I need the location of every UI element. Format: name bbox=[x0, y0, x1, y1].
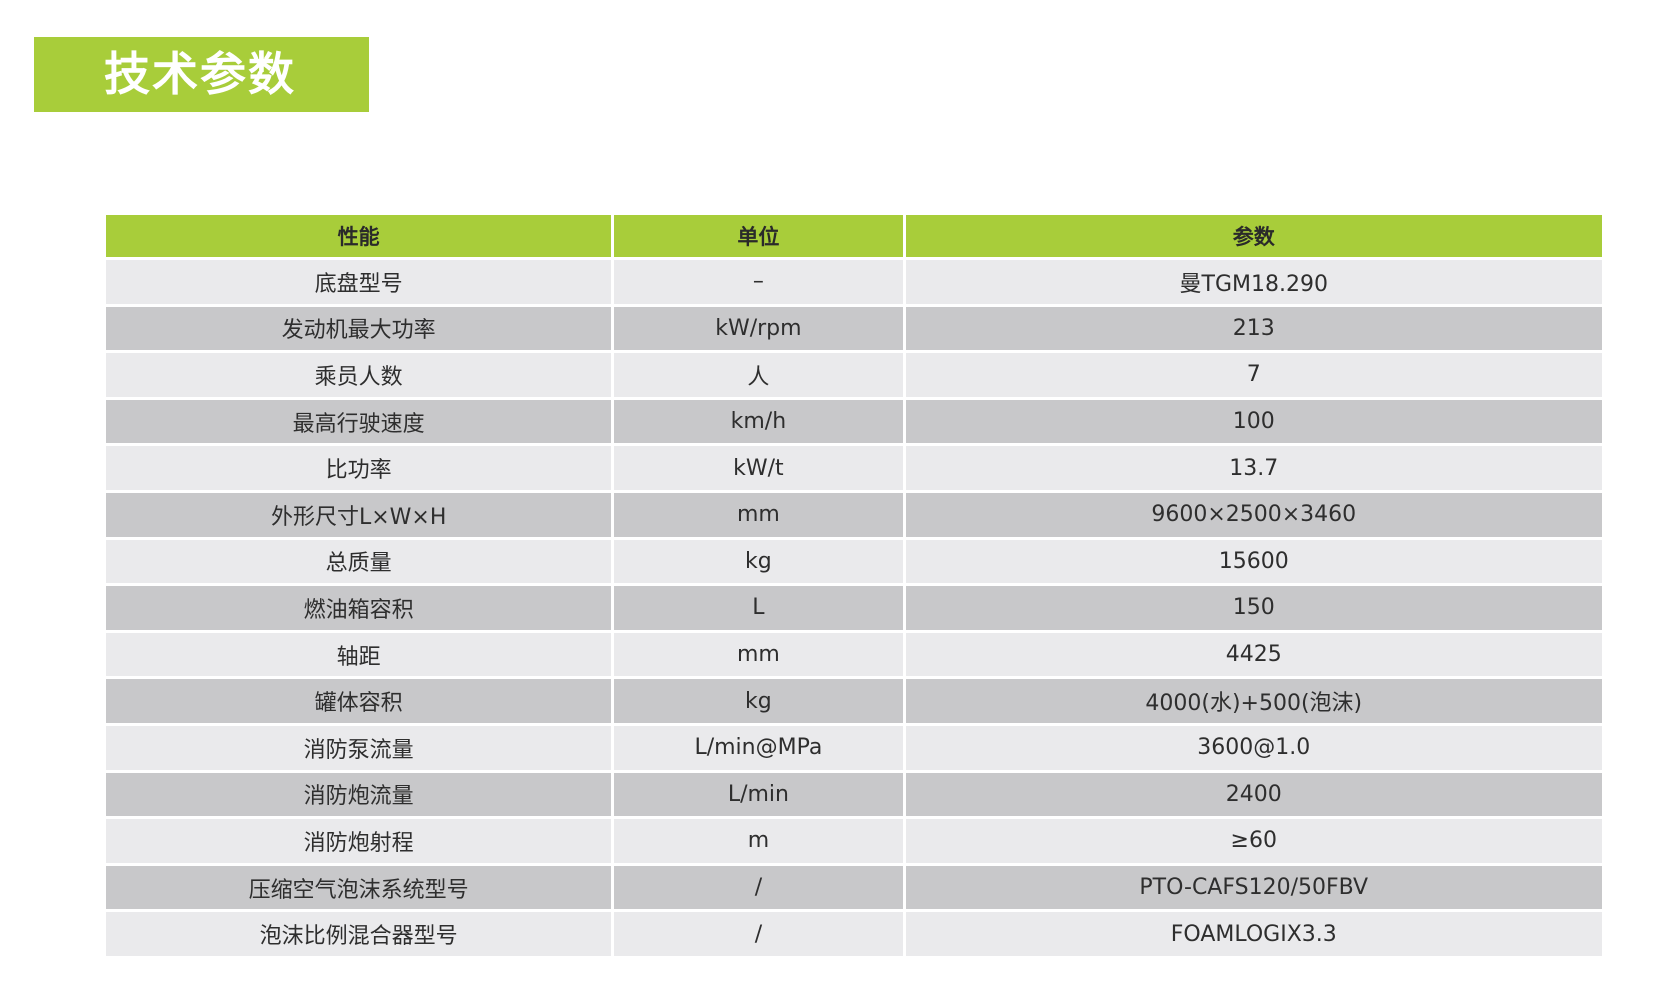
performance-cell: 消防炮流量 bbox=[106, 772, 612, 817]
parameter-cell: 7 bbox=[905, 353, 1602, 397]
section-title: 技术参数 bbox=[104, 47, 296, 101]
table-row: 比功率 kW/t 13.7 bbox=[106, 446, 1602, 490]
parameter-cell: 150 bbox=[905, 586, 1602, 630]
parameter-cell: 4000(水)+500(泡沫) bbox=[905, 679, 1602, 723]
unit-cell: 人 bbox=[614, 353, 903, 397]
table-row: 消防炮流量 L/min 2400 bbox=[106, 772, 1602, 817]
unit-cell: / bbox=[614, 865, 903, 910]
performance-cell: 外形尺寸L×W×H bbox=[106, 492, 612, 537]
unit-cell: L/min@MPa bbox=[614, 725, 903, 770]
parameter-cell: 3600@1.0 bbox=[905, 725, 1602, 770]
performance-cell: 总质量 bbox=[106, 539, 612, 584]
performance-cell: 底盘型号 bbox=[106, 260, 612, 304]
table-row: 压缩空气泡沫系统型号 / PTO-CAFS120/50FBV bbox=[106, 865, 1602, 910]
performance-cell: 消防泵流量 bbox=[106, 725, 612, 770]
performance-cell: 压缩空气泡沫系统型号 bbox=[106, 865, 612, 910]
table-row: 底盘型号 – 曼TGM18.290 bbox=[106, 260, 1602, 304]
performance-cell: 消防炮射程 bbox=[106, 819, 612, 863]
unit-cell: mm bbox=[614, 632, 903, 677]
section-title-banner: 技术参数 bbox=[34, 37, 369, 112]
table-row: 乘员人数人 7 bbox=[106, 353, 1602, 397]
table-row: 燃油箱容积 L 150 bbox=[106, 586, 1602, 630]
performance-cell: 轴距 bbox=[106, 632, 612, 677]
unit-cell: L/min bbox=[614, 772, 903, 817]
table-row: 最高行驶速度 km/h 100 bbox=[106, 399, 1602, 444]
parameter-cell: 4425 bbox=[905, 632, 1602, 677]
performance-cell: 泡沫比例混合器型号 bbox=[106, 912, 612, 956]
parameter-cell: 2400 bbox=[905, 772, 1602, 817]
table-row: 总质量 kg 15600 bbox=[106, 539, 1602, 584]
table-row: 发动机最大功率 kW/rpm 213 bbox=[106, 306, 1602, 351]
performance-cell: 燃油箱容积 bbox=[106, 586, 612, 630]
table-row: 消防炮射程 m ≥60 bbox=[106, 819, 1602, 863]
table-header-row: 性能 单位 参数 bbox=[106, 215, 1602, 257]
unit-cell: kW/t bbox=[614, 446, 903, 490]
parameter-cell: 213 bbox=[905, 306, 1602, 351]
unit-cell: mm bbox=[614, 492, 903, 537]
table-row: 泡沫比例混合器型号 / FOAMLOGIX3.3 bbox=[106, 912, 1602, 956]
performance-cell: 罐体容积 bbox=[106, 679, 612, 723]
parameter-cell: FOAMLOGIX3.3 bbox=[905, 912, 1602, 956]
spec-table: 性能 单位 参数 底盘型号 – 曼TGM18.290 发动机最大功率 kW/rpm 213… bbox=[103, 212, 1605, 959]
unit-cell: / bbox=[614, 912, 903, 956]
table-row: 罐体容积 kg 4000(水)+500(泡沫) bbox=[106, 679, 1602, 723]
header-parameter: 参数 bbox=[905, 215, 1602, 257]
header-unit: 单位 bbox=[614, 215, 903, 257]
table-row: 轴距 mm 4425 bbox=[106, 632, 1602, 677]
unit-cell: L bbox=[614, 586, 903, 630]
parameter-cell: PTO-CAFS120/50FBV bbox=[905, 865, 1602, 910]
parameter-cell: ≥60 bbox=[905, 819, 1602, 863]
parameter-cell: 15600 bbox=[905, 539, 1602, 584]
unit-cell: km/h bbox=[614, 399, 903, 444]
table-row: 外形尺寸L×W×H mm 9600×2500×3460 bbox=[106, 492, 1602, 537]
unit-cell: kg bbox=[614, 539, 903, 584]
header-performance: 性能 bbox=[106, 215, 612, 257]
unit-cell: m bbox=[614, 819, 903, 863]
parameter-cell: 曼TGM18.290 bbox=[905, 260, 1602, 304]
unit-cell: kg bbox=[614, 679, 903, 723]
performance-cell: 乘员人数 bbox=[106, 353, 612, 397]
parameter-cell: 100 bbox=[905, 399, 1602, 444]
performance-cell: 最高行驶速度 bbox=[106, 399, 612, 444]
unit-cell: – bbox=[614, 260, 903, 304]
table-row: 消防泵流量 L/min@MPa 3600@1.0 bbox=[106, 725, 1602, 770]
parameter-cell: 13.7 bbox=[905, 446, 1602, 490]
performance-cell: 发动机最大功率 bbox=[106, 306, 612, 351]
unit-cell: kW/rpm bbox=[614, 306, 903, 351]
performance-cell: 比功率 bbox=[106, 446, 612, 490]
parameter-cell: 9600×2500×3460 bbox=[905, 492, 1602, 537]
